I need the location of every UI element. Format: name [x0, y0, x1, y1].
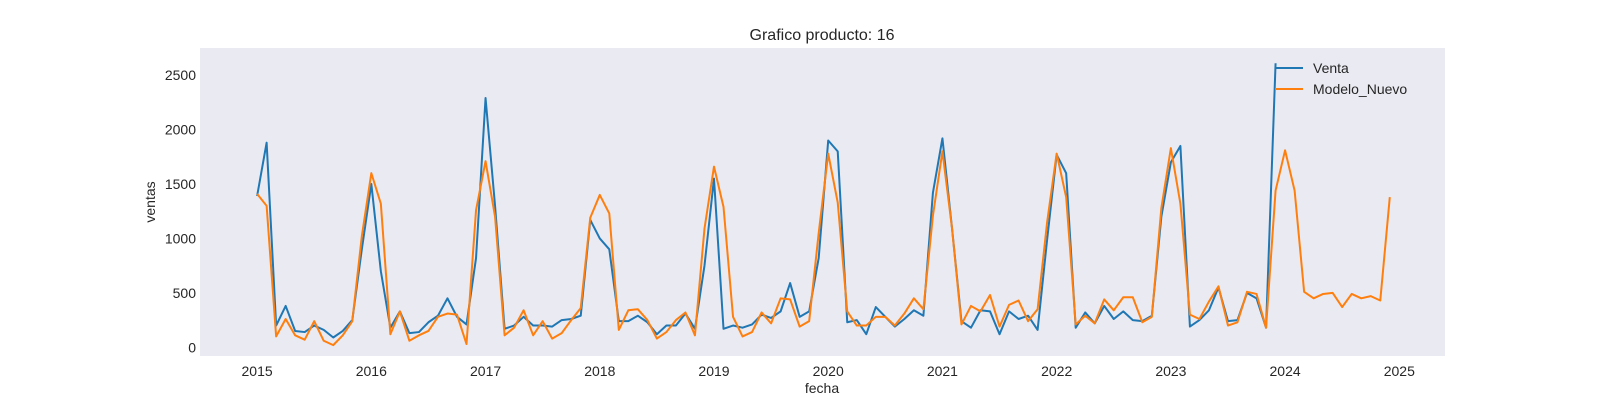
y-tick-labels: 0 500 1000 1500 2000 2500	[165, 67, 196, 355]
series-line-modelo-nuevo	[256, 147, 1391, 347]
legend: Venta Modelo_Nuevo	[1275, 60, 1407, 97]
x-tick-label: 2015	[242, 363, 273, 379]
x-tick-label: 2021	[927, 363, 958, 379]
x-tick-label: 2017	[470, 363, 501, 379]
y-tick-label: 1000	[165, 231, 196, 247]
y-tick-label: 500	[173, 285, 197, 301]
series-lines	[256, 63, 1391, 347]
x-axis-label: fecha	[805, 380, 839, 396]
x-tick-label: 2019	[698, 363, 729, 379]
x-tick-label: 2024	[1270, 363, 1301, 379]
series-line-venta	[256, 63, 1277, 339]
legend-label: Modelo_Nuevo	[1313, 81, 1407, 97]
x-tick-label: 2025	[1384, 363, 1415, 379]
x-tick-labels: 2015 2016 2017 2018 2019 2020 2021 2022 2023 2024…	[242, 363, 1416, 379]
x-tick-label: 2018	[584, 363, 615, 379]
chart-title: Grafico producto: 16	[750, 27, 895, 44]
x-tick-label: 2020	[813, 363, 844, 379]
y-tick-label: 2000	[165, 122, 196, 138]
y-tick-label: 0	[188, 339, 196, 355]
x-tick-label: 2023	[1155, 363, 1186, 379]
y-tick-label: 2500	[165, 67, 196, 83]
y-axis-label: ventas	[142, 181, 158, 222]
legend-label: Venta	[1313, 60, 1349, 76]
y-tick-label: 1500	[165, 176, 196, 192]
x-tick-label: 2022	[1041, 363, 1072, 379]
x-tick-label: 2016	[356, 363, 387, 379]
